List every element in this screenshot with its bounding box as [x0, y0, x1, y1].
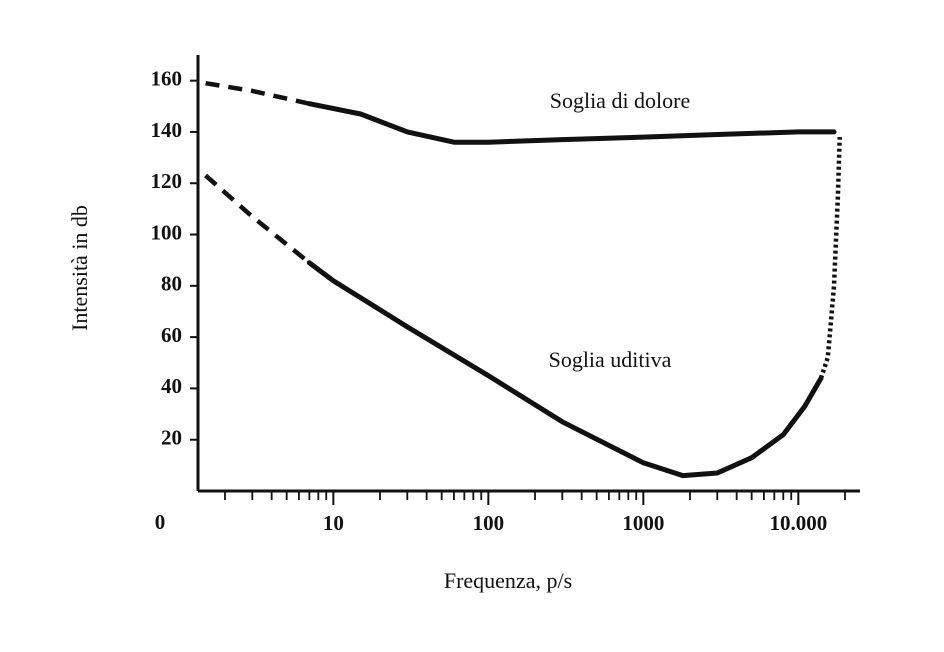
curve-solid	[306, 260, 824, 479]
series-annotation: Soglia uditiva	[549, 347, 672, 372]
y-tick-label: 140	[151, 118, 183, 142]
x-tick-label: 10	[323, 511, 344, 535]
y-tick-label: 160	[151, 66, 183, 90]
y-tick-label: 20	[161, 426, 182, 450]
y-tick-label: 100	[151, 220, 183, 244]
y-axis-title: Intensità in db	[67, 205, 92, 331]
curve-solid	[306, 101, 837, 145]
y-tick-label: 80	[161, 272, 182, 296]
x-tick-label: 10.000	[769, 511, 827, 535]
y-tick-label: 60	[161, 323, 182, 347]
x-tick-label: 100	[473, 511, 505, 535]
curve-dashed	[205, 80, 310, 106]
x-tick-label: 1000	[622, 511, 664, 535]
y-tick-label: 40	[161, 374, 182, 398]
y-tick-label: 120	[151, 169, 183, 193]
series-annotation: Soglia di dolore	[550, 88, 691, 113]
curve-dotted	[818, 137, 842, 379]
origin-label: 0	[155, 510, 166, 534]
curve-dashed	[204, 173, 311, 265]
x-axis-title: Frequenza, p/s	[444, 568, 572, 593]
